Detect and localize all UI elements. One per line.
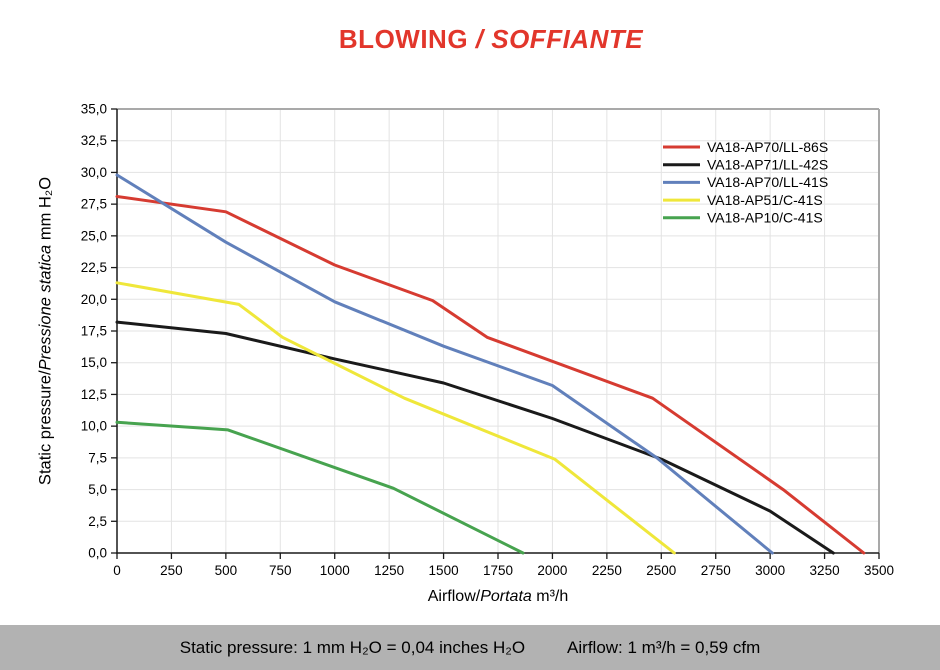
x-tick-label: 1000 xyxy=(320,563,350,578)
legend-label: VA18-AP71/LL-42S xyxy=(707,157,828,173)
y-tick-label: 12,5 xyxy=(81,387,107,402)
y-tick-label: 30,0 xyxy=(81,165,107,180)
x-axis-title: Airflow/Portata m³/h xyxy=(117,588,879,606)
footer-airflow-conversion: Airflow: 1 m³/h = 0,59 cfm xyxy=(567,637,761,657)
x-tick-label: 3500 xyxy=(864,563,894,578)
x-tick-label: 3250 xyxy=(810,563,840,578)
series-line-va18-ap70-ll-41s xyxy=(115,173,774,555)
y-tick-label: 10,0 xyxy=(81,419,107,434)
y-tick-label: 20,0 xyxy=(81,292,107,307)
x-tick-label: 250 xyxy=(160,563,183,578)
x-tick-label: 500 xyxy=(215,563,238,578)
x-tick-label: 2000 xyxy=(537,563,567,578)
y-tick-label: 2,5 xyxy=(88,514,107,529)
y-tick-label: 35,0 xyxy=(81,102,107,117)
x-axis-title-italic: Portata xyxy=(480,588,532,605)
fan-curve-chart: 0 250 500 750 1000 1250 1500 1750 2000 2250 2500 27… xyxy=(81,102,894,579)
y-axis-title-unit: mm H₂O xyxy=(36,176,55,245)
x-tick-label: 1500 xyxy=(429,563,459,578)
y-axis-title-italic: Pressione statica xyxy=(36,244,55,371)
y-tick-label: 17,5 xyxy=(81,324,107,339)
x-tick-label: 1750 xyxy=(483,563,513,578)
series-line-va18-ap71-ll-42s xyxy=(115,320,835,555)
legend-label: VA18-AP70/LL-41S xyxy=(707,174,828,190)
x-tick-label: 0 xyxy=(113,563,121,578)
series-line-va18-ap70-ll-86s xyxy=(115,195,866,555)
footer-static-pressure-conversion: Static pressure: 1 mm H₂O = 0,04 inches … xyxy=(179,637,526,657)
y-tick-label: 22,5 xyxy=(81,260,107,275)
page-title: BLOWING / SOFFIANTE xyxy=(0,24,940,55)
conversion-footer-bar: Static pressure: 1 mm H₂O = 0,04 inches … xyxy=(0,625,940,670)
x-tick-label: 3000 xyxy=(755,563,785,578)
y-tick-label: 7,5 xyxy=(88,450,107,465)
legend-label: VA18-AP70/LL-86S xyxy=(707,139,828,155)
y-axis-title-regular: Static pressure/ xyxy=(36,370,55,486)
x-tick-label: 2500 xyxy=(646,563,676,578)
y-tick-label: 5,0 xyxy=(88,482,107,497)
legend-label: VA18-AP10/C-41S xyxy=(707,210,823,226)
series-line-va18-ap51-c-41s xyxy=(115,281,676,555)
x-tick-label: 2750 xyxy=(701,563,731,578)
x-tick-label: 2250 xyxy=(592,563,622,578)
x-tick-label: 1250 xyxy=(374,563,404,578)
page-title-bold: BLOWING xyxy=(338,24,469,54)
page-title-italic: / SOFFIANTE xyxy=(475,24,644,54)
y-tick-label: 27,5 xyxy=(81,197,107,212)
y-tick-label: 0,0 xyxy=(88,546,107,561)
x-axis-title-regular: Airflow/ xyxy=(427,588,481,605)
x-tick-label: 750 xyxy=(269,563,292,578)
y-tick-label: 25,0 xyxy=(81,228,107,243)
y-tick-label: 15,0 xyxy=(81,355,107,370)
y-tick-label: 32,5 xyxy=(81,133,107,148)
y-axis-title: Static pressure/Pressione statica mm H₂O xyxy=(37,177,56,485)
series-line-va18-ap10-c-41s xyxy=(115,420,525,555)
legend-label: VA18-AP51/C-41S xyxy=(707,192,823,208)
x-axis-title-unit: m³/h xyxy=(531,588,569,605)
